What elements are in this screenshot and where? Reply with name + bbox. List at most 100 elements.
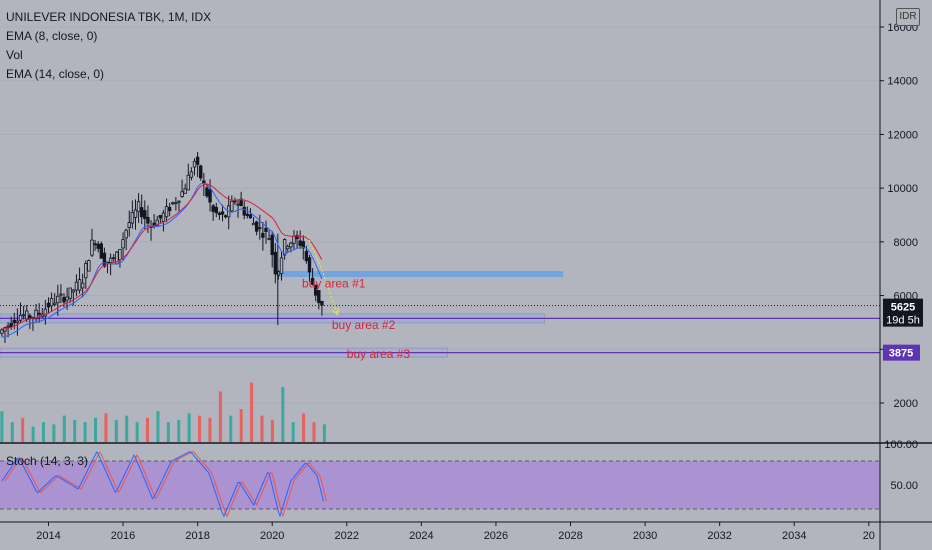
candle-body [99, 243, 103, 259]
level-price-value: 3875 [889, 348, 913, 360]
volume-bar [41, 422, 45, 442]
candle-body [96, 243, 100, 249]
candle-body [146, 216, 150, 224]
candle-body [74, 281, 79, 291]
volume-bar [31, 426, 35, 442]
volume-bar [312, 422, 316, 442]
time-tick-label: 2034 [782, 530, 806, 542]
volume-bar [52, 424, 56, 442]
currency-badge[interactable]: IDR [896, 8, 920, 26]
current-price-value: 5625 [891, 302, 915, 314]
time-tick-label: 2018 [185, 530, 209, 542]
volume-bar [73, 420, 77, 442]
candle-body [239, 198, 243, 207]
candle-body [192, 160, 197, 168]
candle-body [223, 215, 228, 218]
ema-8-line [1, 182, 323, 338]
volume-bar [156, 411, 160, 442]
bar-countdown: 19d 5h [886, 315, 920, 327]
candle-body [46, 302, 51, 308]
candle-body [205, 187, 209, 197]
candle-body [25, 310, 29, 320]
candle-body [9, 323, 13, 328]
candle-body [52, 302, 57, 306]
volume-bar [114, 420, 118, 442]
candle-body [298, 240, 302, 246]
candle-body [292, 235, 296, 244]
candle-body [21, 314, 26, 317]
buy-area-label-2[interactable]: buy area #2 [332, 318, 396, 332]
volume-bars [0, 382, 326, 442]
candle-body [77, 279, 82, 291]
candle-body [273, 251, 278, 275]
price-tick-label: 2000 [894, 398, 918, 410]
price-tick-label: 12000 [887, 129, 918, 141]
time-tick-label: 2030 [633, 530, 657, 542]
volume-bar [146, 417, 150, 442]
volume-bar [302, 413, 306, 442]
candle-body [43, 308, 48, 317]
candle-body [279, 257, 284, 274]
legend-ema-14[interactable]: EMA (14, close, 0) [6, 67, 105, 81]
candle-body [136, 201, 141, 213]
buy-area-label-1[interactable]: buy area #1 [302, 277, 366, 291]
candle-body [183, 188, 187, 194]
buy-area-label-3[interactable]: buy area #3 [347, 347, 411, 361]
volume-bar [83, 422, 87, 442]
candle-body [108, 257, 113, 264]
stoch-tick-label: 100.00 [884, 439, 918, 451]
volume-bar [229, 415, 233, 442]
stoch-band [0, 461, 880, 509]
candle-body [65, 296, 69, 301]
candle-body [6, 325, 10, 328]
candle-body [80, 282, 85, 289]
stoch-label[interactable]: Stoch (14, 3, 3) [6, 454, 88, 468]
candle-body [270, 234, 274, 256]
candle-body [56, 295, 60, 304]
candle-body [254, 221, 259, 232]
time-tick-label: 2016 [111, 530, 135, 542]
symbol-title[interactable]: UNILEVER INDONESIA TBK, 1M, IDX [6, 10, 212, 24]
time-tick-label: 2032 [707, 530, 731, 542]
candle-body [139, 207, 144, 218]
candle-body [230, 200, 234, 212]
candle-body [93, 243, 97, 246]
volume-bar [250, 382, 254, 442]
candle-body [18, 314, 23, 321]
candle-body [124, 229, 128, 239]
volume-bar [10, 422, 14, 442]
volume-bar [21, 417, 25, 442]
candle-body [310, 277, 315, 285]
candle-body [258, 227, 262, 230]
candle-body [12, 319, 16, 324]
candle-body [130, 211, 135, 224]
legend-vol[interactable]: Vol [6, 48, 23, 62]
candle-body [161, 212, 166, 222]
candle-body [189, 171, 194, 178]
candle-body [301, 241, 305, 249]
level-price-badge [883, 344, 920, 361]
legend-ema-8[interactable]: EMA (8, close, 0) [6, 29, 98, 43]
candle-body [286, 246, 290, 250]
candle-body [127, 222, 131, 228]
candle-body [304, 251, 309, 262]
candle-body [87, 260, 91, 272]
volume-bar [166, 422, 170, 442]
candle-body [233, 200, 237, 203]
ema-14-line [1, 183, 323, 330]
stoch-d-line [4, 451, 327, 518]
candle-body [164, 206, 169, 218]
candle-body [171, 202, 175, 205]
projection-arrow[interactable] [307, 236, 339, 315]
volume-bar [187, 413, 191, 442]
buy-zone-1[interactable] [279, 271, 564, 278]
candle-body [143, 210, 147, 219]
candle-body [195, 156, 200, 165]
volume-bar [135, 422, 139, 442]
volume-bar [177, 420, 181, 442]
time-tick-label: 20 [863, 530, 875, 542]
volume-bar [198, 415, 202, 442]
candle-body [15, 320, 20, 324]
price-tick-label: 14000 [887, 76, 918, 88]
